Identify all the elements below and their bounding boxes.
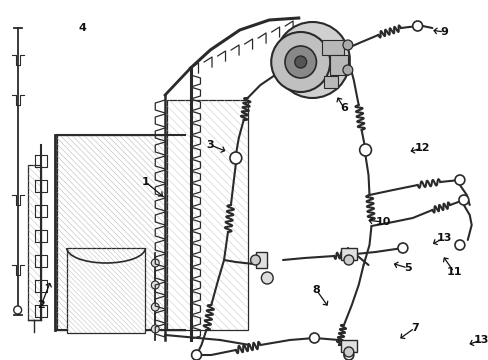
Circle shape [275, 22, 349, 98]
Bar [167, 100, 247, 330]
Text: 8: 8 [312, 285, 320, 295]
Circle shape [14, 306, 21, 314]
Circle shape [261, 272, 273, 284]
Bar [67, 248, 145, 333]
Bar [27, 165, 41, 320]
Text: 9: 9 [439, 27, 447, 37]
Circle shape [342, 65, 352, 75]
Circle shape [285, 46, 316, 78]
Text: 6: 6 [339, 103, 347, 113]
Circle shape [343, 347, 353, 357]
Circle shape [250, 255, 260, 265]
Bar [324, 76, 337, 88]
Circle shape [343, 350, 353, 360]
Bar [329, 55, 347, 75]
Circle shape [397, 243, 407, 253]
Text: 2: 2 [37, 300, 45, 310]
Circle shape [309, 333, 319, 343]
Text: 3: 3 [206, 140, 214, 150]
Text: 13: 13 [473, 335, 488, 345]
Polygon shape [340, 248, 356, 260]
Circle shape [359, 144, 371, 156]
Circle shape [343, 255, 353, 265]
Circle shape [229, 152, 241, 164]
Bar [322, 40, 343, 55]
Text: 7: 7 [410, 323, 418, 333]
Circle shape [151, 281, 159, 289]
Polygon shape [255, 252, 267, 268]
Circle shape [458, 195, 468, 205]
Circle shape [191, 350, 201, 360]
Circle shape [454, 240, 464, 250]
Text: 4: 4 [79, 23, 86, 33]
Text: 1: 1 [141, 177, 149, 187]
Circle shape [412, 21, 422, 31]
Circle shape [454, 175, 464, 185]
Circle shape [342, 40, 352, 50]
Polygon shape [340, 340, 356, 352]
Circle shape [294, 56, 306, 68]
Text: 11: 11 [446, 267, 461, 277]
Text: 12: 12 [414, 143, 429, 153]
Text: 5: 5 [403, 263, 411, 273]
Circle shape [151, 325, 159, 333]
Circle shape [271, 32, 329, 92]
Text: 10: 10 [375, 217, 390, 227]
Circle shape [151, 259, 159, 267]
Text: 13: 13 [436, 233, 451, 243]
Bar [57, 135, 184, 330]
Circle shape [151, 303, 159, 311]
